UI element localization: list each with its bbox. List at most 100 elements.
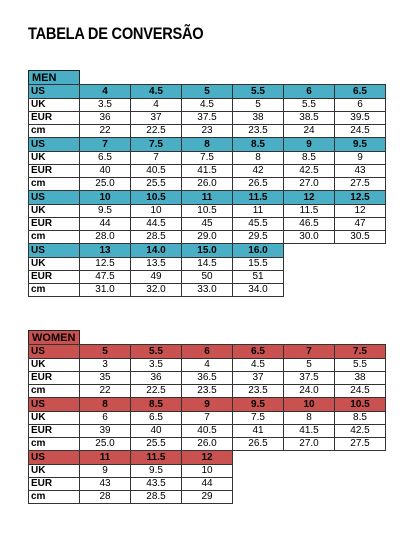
table-row: EUR 36 37 37.5 38 38.5 39.5: [28, 111, 386, 125]
size-cell: 6.5: [79, 151, 131, 165]
row-label: cm: [28, 230, 80, 244]
size-cell: 38: [232, 111, 284, 125]
size-cell: 40.5: [181, 424, 233, 438]
row-label: US: [28, 243, 80, 258]
size-cell: 25.0: [79, 177, 131, 191]
table-row: EUR 35 36 36.5 37 37.5 38: [28, 371, 386, 385]
size-cell: 25.5: [130, 177, 182, 191]
size-cell: 15.5: [232, 257, 284, 271]
size-cell: 10.5: [334, 397, 386, 412]
empty-cell: [335, 491, 386, 504]
size-cell: 39: [79, 424, 131, 438]
empty-cell: [335, 271, 386, 284]
row-label: EUR: [28, 371, 80, 385]
row-label: US: [28, 137, 80, 152]
size-cell: 6.5: [130, 411, 182, 425]
row-label: US: [28, 450, 80, 465]
empty-cell: [233, 478, 284, 491]
empty-cell: [233, 465, 284, 478]
size-cell: 24: [283, 124, 335, 138]
empty-cell: [284, 258, 335, 271]
size-cell: 41.5: [283, 424, 335, 438]
table-row: UK 6.5 7 7.5 8 8.5 9: [28, 151, 386, 165]
row-label: US: [28, 84, 80, 99]
size-cell: 10: [79, 190, 131, 205]
size-cell: 10.5: [181, 204, 233, 218]
size-cell: 47: [334, 217, 386, 231]
table-row: UK 6 6.5 7 7.5 8 8.5: [28, 411, 386, 425]
row-label: UK: [28, 358, 80, 372]
women-size-table: US 5 5.5 6 6.5 7 7.5 UK 3 3.5 4 4.5 5 5.5 EUR 35 36 36.5 3…: [28, 344, 386, 504]
size-cell: 41.5: [181, 164, 233, 178]
size-cell: 9.5: [130, 464, 182, 478]
size-cell: 27.0: [283, 177, 335, 191]
size-cell: 9: [283, 137, 335, 152]
size-cell: 6: [334, 98, 386, 112]
size-cell: 5.5: [283, 98, 335, 112]
size-cell: 28.0: [79, 230, 131, 244]
table-row: US 4 4.5 5 5.5 6 6.5: [28, 84, 386, 99]
women-label: WOMEN: [28, 330, 80, 344]
empty-cell: [335, 451, 386, 465]
row-label: cm: [28, 124, 80, 138]
row-label: EUR: [28, 424, 80, 438]
table-row: UK 9.5 10 10.5 11 11.5 12: [28, 204, 386, 218]
size-cell: 4: [79, 84, 131, 99]
size-cell: 11.5: [283, 204, 335, 218]
size-cell: 6: [79, 411, 131, 425]
size-cell: 7.5: [130, 137, 182, 152]
size-cell: 22.5: [130, 124, 182, 138]
empty-cell: [335, 244, 386, 258]
size-cell: 28: [79, 490, 131, 504]
table-row: cm 22 22.5 23 23.5 24 24.5: [28, 124, 386, 138]
size-cell: 8: [232, 151, 284, 165]
size-cell: 9.5: [334, 137, 386, 152]
empty-cell: [335, 284, 386, 297]
size-cell: 23: [181, 124, 233, 138]
table-row: EUR 47.5 49 50 51: [28, 270, 386, 284]
size-cell: 9.5: [79, 204, 131, 218]
empty-cell: [284, 284, 335, 297]
size-cell: 5: [283, 358, 335, 372]
row-label: cm: [28, 437, 80, 451]
table-row: US 5 5.5 6 6.5 7 7.5: [28, 344, 386, 359]
table-row: cm 25.0 25.5 26.0 26.5 27.0 27.5: [28, 177, 386, 191]
size-cell: 9.5: [232, 397, 284, 412]
size-cell: 22: [79, 124, 131, 138]
size-cell: 8.5: [334, 411, 386, 425]
size-cell: 4.5: [232, 358, 284, 372]
size-cell: 11.5: [130, 450, 182, 465]
size-cell: 8.5: [232, 137, 284, 152]
size-cell: 12: [181, 450, 233, 465]
size-cell: 9: [181, 397, 233, 412]
size-cell: 25.0: [79, 437, 131, 451]
size-cell: 22: [79, 384, 131, 398]
size-cell: 10: [283, 397, 335, 412]
size-cell: 7: [283, 344, 335, 359]
size-cell: 26.5: [232, 177, 284, 191]
size-cell: 35: [79, 371, 131, 385]
table-row: cm 28.0 28.5 29.0 29.5 30.0 30.5: [28, 230, 386, 244]
row-label: EUR: [28, 217, 80, 231]
size-cell: 5.5: [232, 84, 284, 99]
size-cell: 12.5: [79, 257, 131, 271]
size-cell: 32.0: [130, 283, 182, 297]
size-cell: 43: [334, 164, 386, 178]
size-cell: 51: [232, 270, 284, 284]
size-cell: 22.5: [130, 384, 182, 398]
table-row: EUR 39 40 40.5 41 41.5 42.5: [28, 424, 386, 438]
men-label: MEN: [28, 70, 80, 84]
empty-cell: [284, 271, 335, 284]
row-label: US: [28, 344, 80, 359]
size-cell: 5: [232, 98, 284, 112]
size-cell: 15.0: [181, 243, 233, 258]
table-row: EUR 40 40.5 41.5 42 42.5 43: [28, 164, 386, 178]
size-cell: 45.5: [232, 217, 284, 231]
size-cell: 5.5: [130, 344, 182, 359]
table-row: UK 9 9.5 10: [28, 464, 386, 478]
row-label: cm: [28, 490, 80, 504]
size-cell: 11.5: [232, 190, 284, 205]
size-cell: 26.0: [181, 177, 233, 191]
table-row: US 8 8.5 9 9.5 10 10.5: [28, 397, 386, 412]
row-label: US: [28, 397, 80, 412]
